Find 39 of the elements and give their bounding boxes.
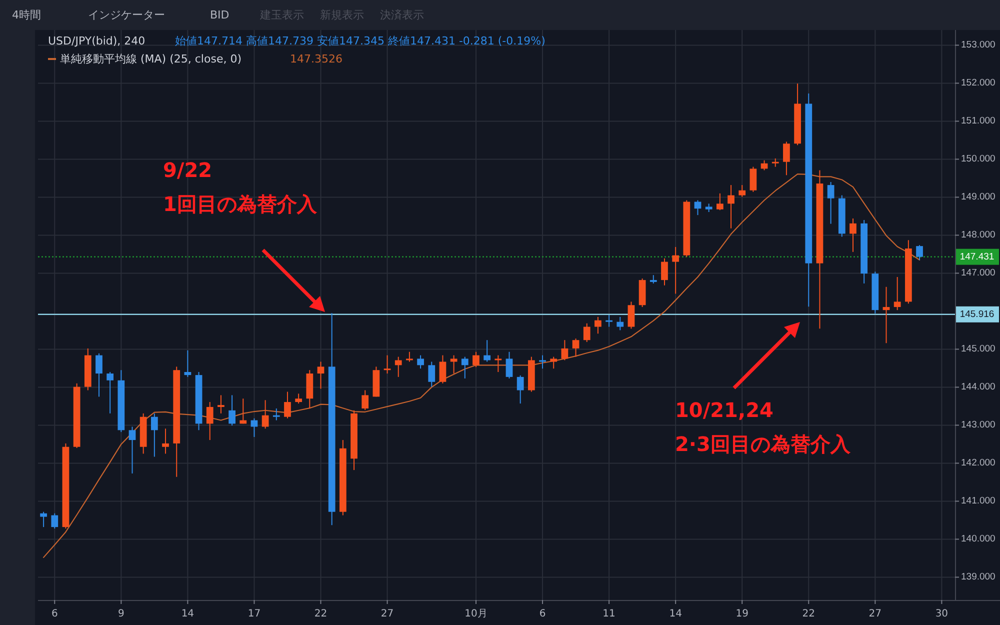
ref-line-label: 147.431: [960, 251, 994, 262]
x-tick-label: 9: [118, 608, 124, 620]
y-tick-label: 139.000: [961, 572, 996, 583]
x-tick-label: 11: [602, 608, 616, 620]
text: 4時間: [12, 8, 41, 22]
x-tick-label: 10月: [464, 608, 488, 620]
y-tick-label: 151.000: [961, 116, 996, 127]
text: インジケーター: [88, 8, 165, 22]
legend-label: 単純移動平均線 (MA) (25, close, 0): [60, 52, 242, 66]
annotation: 10/21,24 2·3回目の為替介入: [675, 398, 852, 456]
x-tick-label: 27: [380, 608, 394, 620]
y-tick-label: 148.000: [961, 230, 996, 241]
text: 始値147.714 高値147.739 安値147.345 終値147.431 -0.281 (-0.19%): [175, 34, 546, 48]
x-tick-label: 19: [736, 608, 748, 620]
y-tick-label: 152.000: [961, 78, 996, 89]
y-tick-label: 143.000: [961, 420, 996, 431]
text: USD/JPY(bid), 240: [48, 34, 146, 48]
x-tick-label: 27: [868, 608, 882, 620]
y-tick-label: 150.000: [961, 154, 996, 165]
x-tick-label: 17: [248, 608, 261, 620]
y-tick-label: 149.000: [961, 192, 996, 203]
x-tick-label: 6: [51, 608, 58, 620]
x-tick-label: 14: [181, 608, 194, 620]
text: BID: [210, 8, 230, 22]
y-tick-label: 141.000: [961, 496, 996, 507]
y-tick-label: 153.000: [961, 40, 996, 51]
x-tick-label: 14: [669, 608, 682, 620]
y-tick-label: 144.000: [961, 382, 996, 393]
y-tick-label: 145.000: [961, 344, 996, 355]
annotation: 147.3526: [290, 52, 342, 66]
x-tick-label: 22: [314, 608, 328, 620]
ref-line-label: 145.916: [960, 308, 994, 320]
x-tick-label: 6: [539, 608, 546, 620]
y-tick-label: 142.000: [961, 458, 996, 469]
annotation: 9/22 1回目の為替介入: [163, 158, 318, 216]
x-tick-label: 22: [802, 608, 815, 620]
y-tick-label: 147.000: [961, 268, 996, 279]
y-tick-label: 140.000: [961, 534, 996, 545]
x-tick-label: 30: [935, 608, 948, 620]
